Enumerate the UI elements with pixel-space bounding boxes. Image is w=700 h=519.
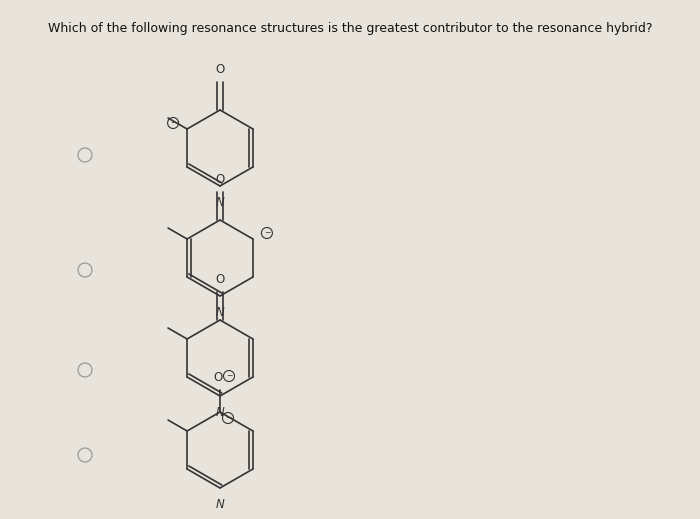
Text: −: − [225, 414, 231, 422]
Text: O: O [216, 63, 225, 76]
Text: O: O [216, 173, 225, 186]
Text: N: N [216, 406, 225, 419]
Text: N: N [216, 196, 225, 209]
Text: Which of the following resonance structures is the greatest contributor to the r: Which of the following resonance structu… [48, 22, 652, 35]
Text: O: O [214, 371, 223, 384]
Text: −: − [264, 228, 270, 238]
Text: N: N [216, 306, 225, 319]
Text: O: O [216, 273, 225, 286]
Text: −: − [170, 118, 176, 128]
Text: N: N [216, 498, 225, 511]
Text: −: − [226, 372, 232, 380]
